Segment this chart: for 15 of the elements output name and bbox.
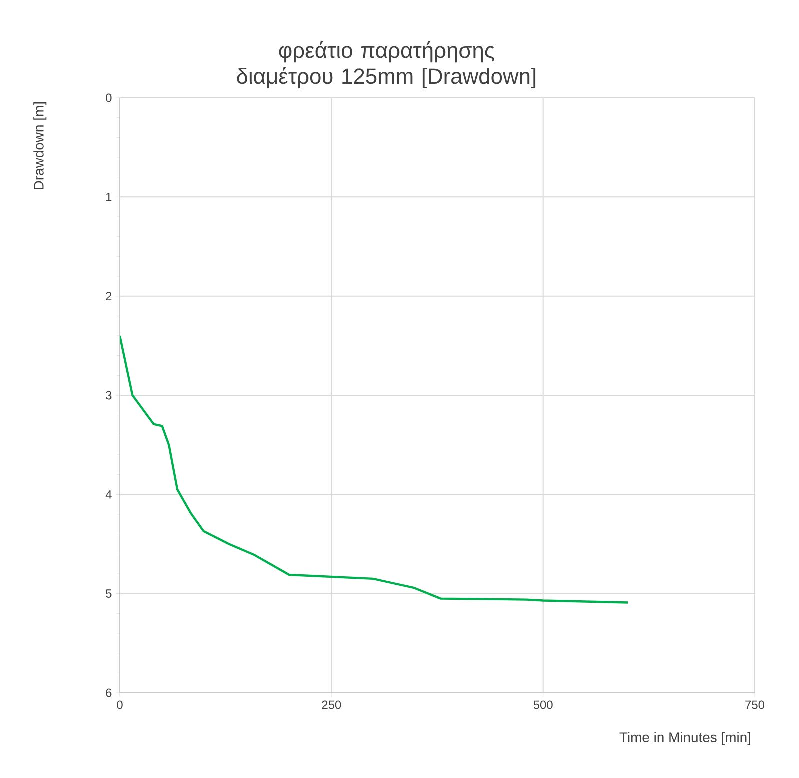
y-tick-label: 4: [106, 490, 112, 499]
y-axis-title: Drawdown [m]: [34, 102, 47, 190]
y-tick-label: 5: [106, 590, 112, 598]
y-tick-label: 0: [106, 94, 112, 102]
line-series: [120, 334, 630, 604]
y-tick-label: 2: [106, 292, 112, 301]
x-tick-label: 0: [117, 700, 123, 710]
x-axis-title: Time in Minutes [min]: [620, 732, 750, 746]
x-tick-label: 500: [534, 700, 553, 710]
y-tick-label: 6: [106, 688, 112, 698]
y-tick-label: 3: [106, 391, 112, 400]
y-tick-label: 1: [106, 193, 112, 202]
x-tick-label: 250: [322, 700, 342, 710]
x-tick-label: 750: [746, 700, 765, 710]
chart-title: φρεάτιο παρατήρησης διαμέτρου 125mm [Drawdown]: [237, 42, 536, 89]
